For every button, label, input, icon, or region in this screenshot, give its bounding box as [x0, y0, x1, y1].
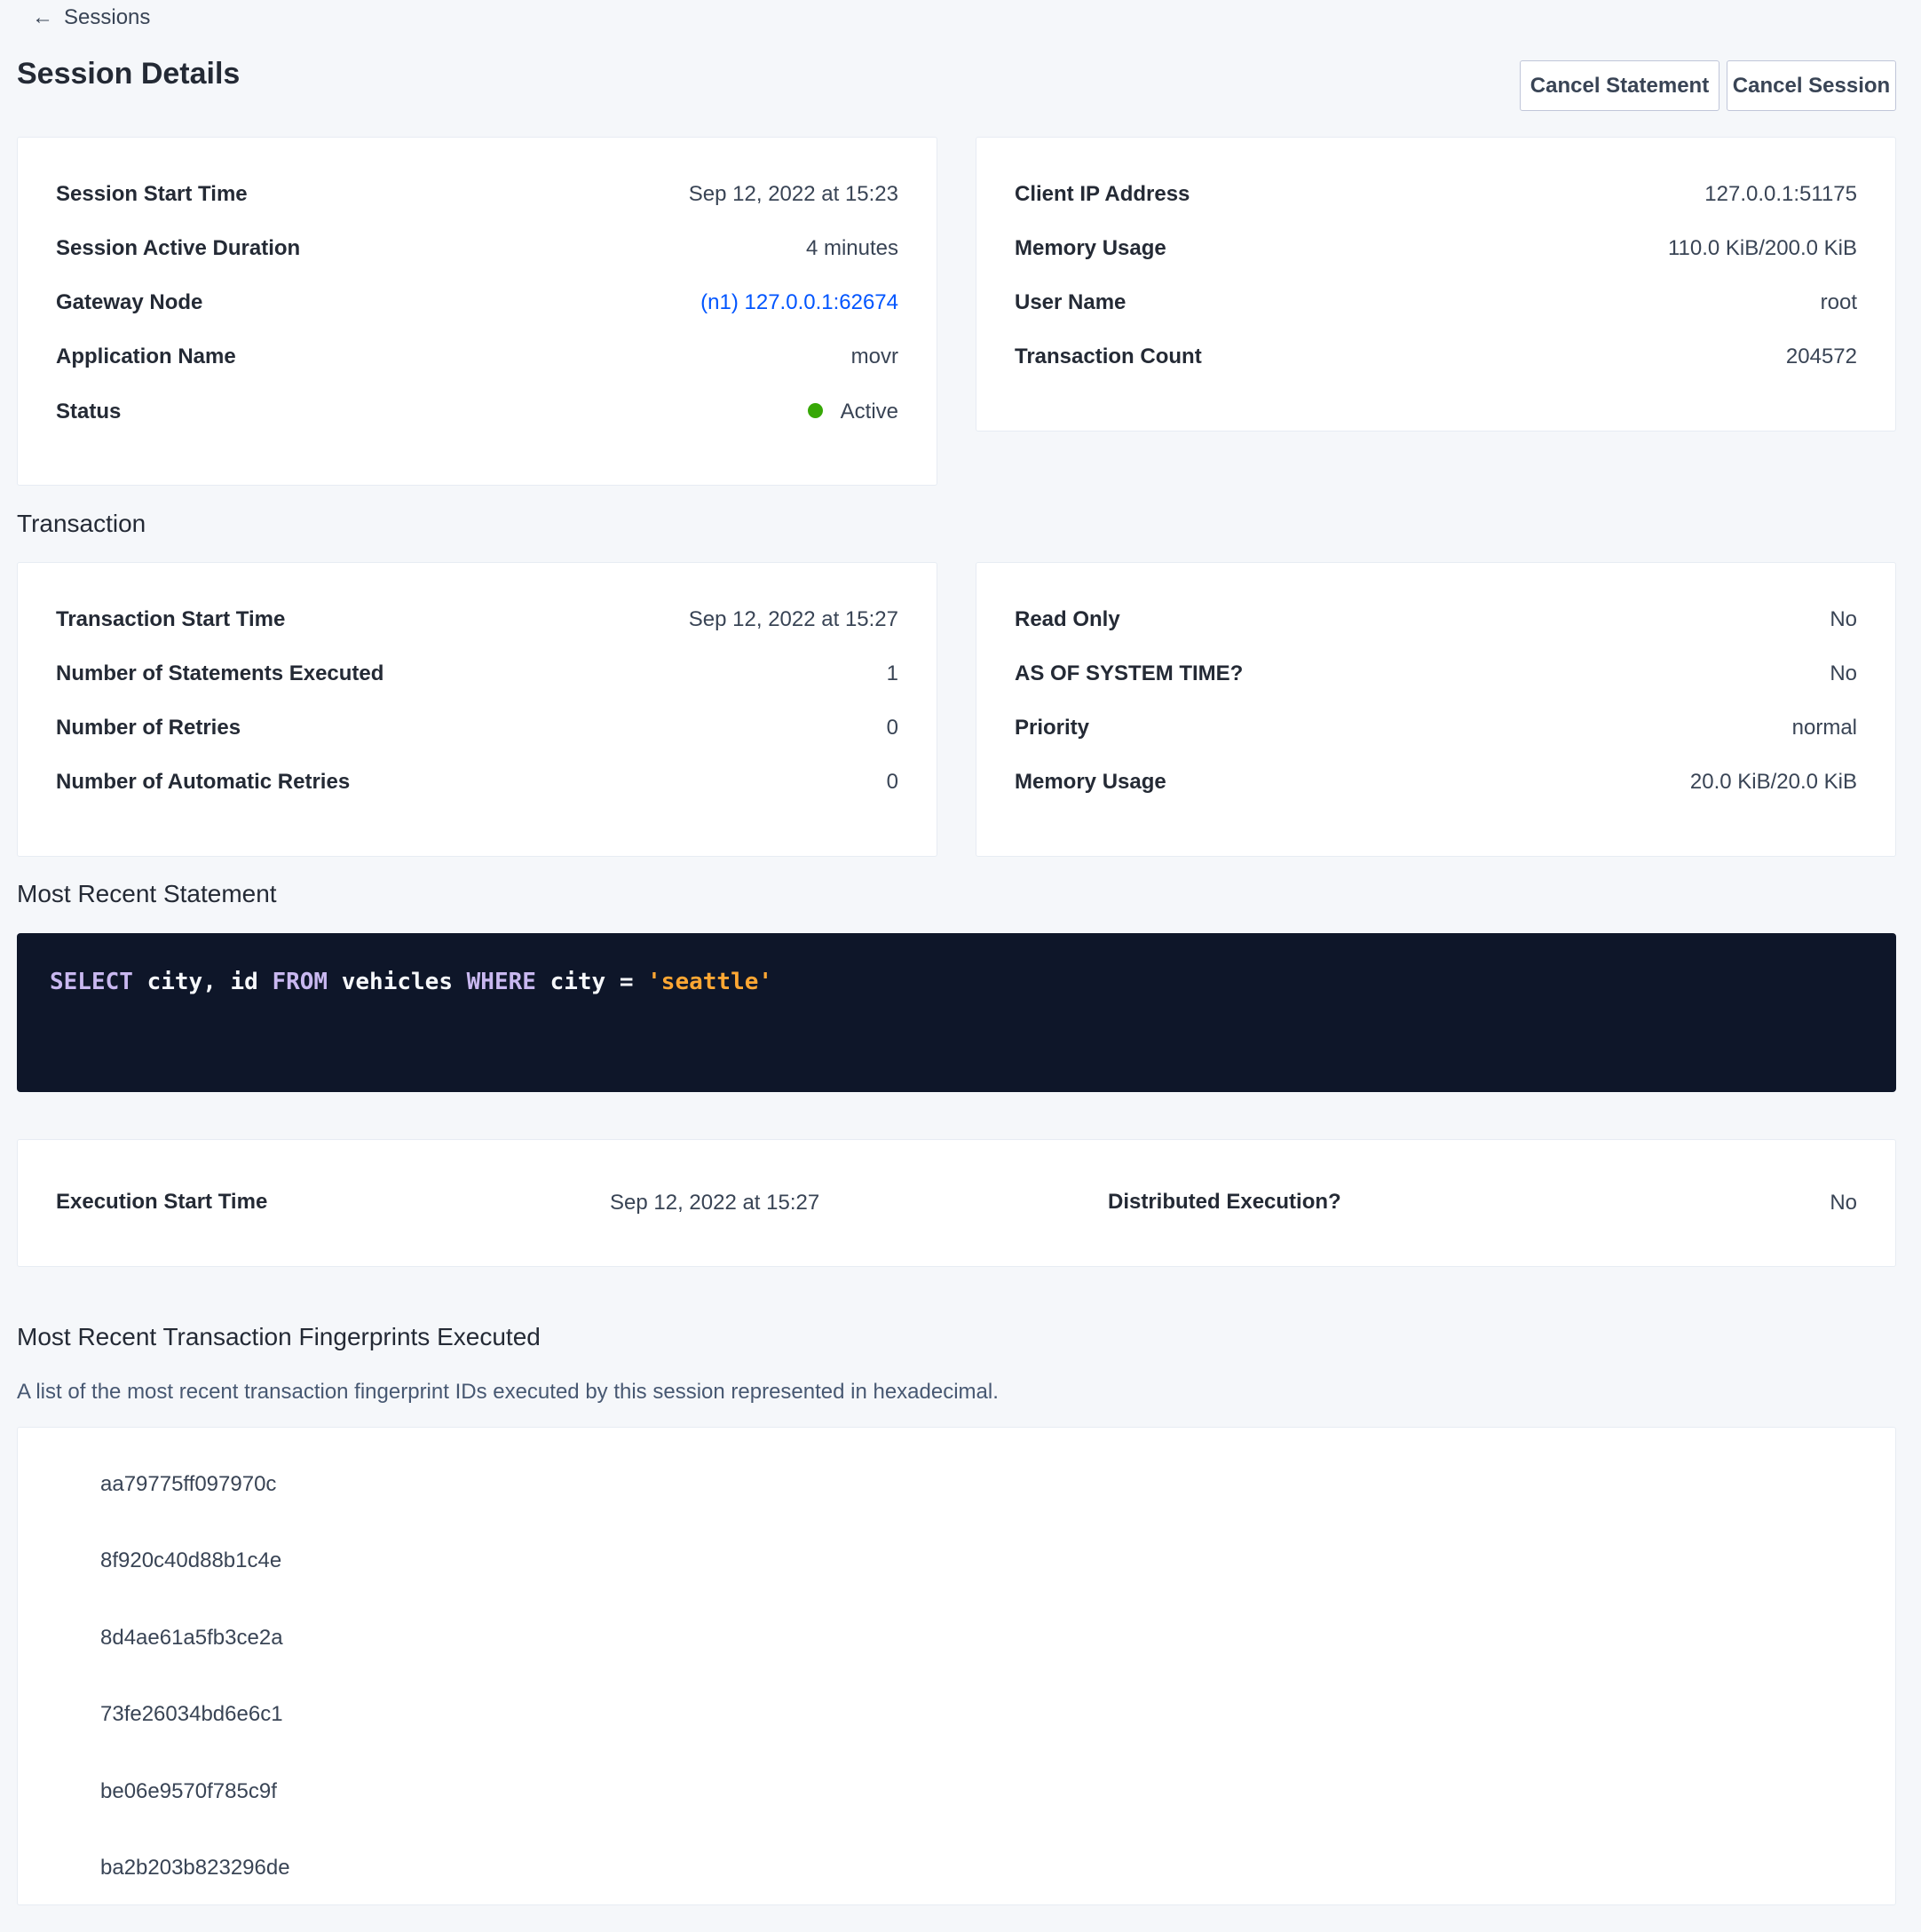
value: 1: [886, 661, 898, 685]
cancel-statement-button[interactable]: Cancel Statement: [1520, 60, 1719, 111]
label: Memory Usage: [1015, 770, 1166, 794]
label: Read Only: [1015, 607, 1120, 631]
fingerprint-item[interactable]: 8f920c40d88b1c4e: [100, 1548, 282, 1572]
session-info-card: Session Start Time Sep 12, 2022 at 15:23 …: [17, 137, 937, 486]
session-start-time-row: Session Start Time Sep 12, 2022 at 15:23: [56, 179, 898, 210]
gateway-node-row: Gateway Node (n1) 127.0.0.1:62674: [56, 288, 898, 318]
application-name-row: Application Name movr: [56, 342, 898, 372]
distributed-execution-label: Distributed Execution?: [1108, 1190, 1341, 1214]
transaction-start-time-row: Transaction Start Time Sep 12, 2022 at 15…: [56, 605, 898, 635]
priority-row: Priority normal: [1015, 713, 1857, 743]
transaction-card-left: Transaction Start Time Sep 12, 2022 at 15…: [17, 562, 937, 857]
label: Client IP Address: [1015, 182, 1190, 206]
value: Sep 12, 2022 at 15:27: [688, 607, 898, 631]
execution-info-card: Execution Start Time Sep 12, 2022 at 15:…: [17, 1139, 1896, 1267]
fingerprint-item[interactable]: 73fe26034bd6e6c1: [100, 1702, 283, 1726]
label: Memory Usage: [1015, 236, 1166, 260]
value: movr: [850, 344, 898, 368]
status-row: Status Active: [56, 397, 898, 427]
transaction-heading: Transaction: [17, 510, 146, 537]
fingerprints-description: A list of the most recent transaction fi…: [17, 1380, 999, 1404]
value: 127.0.0.1:51175: [1704, 182, 1857, 206]
sql-keyword: FROM: [272, 969, 328, 995]
sql-string: 'seattle': [647, 969, 773, 995]
txn-memory-usage-row: Memory Usage 20.0 KiB/20.0 KiB: [1015, 767, 1857, 797]
sql-text: city =: [535, 969, 648, 995]
distributed-execution-value: No: [1830, 1191, 1857, 1215]
value: normal: [1791, 716, 1857, 740]
label: Session Active Duration: [56, 236, 301, 260]
statements-executed-row: Number of Statements Executed 1: [56, 659, 898, 689]
sql-text: city, id: [132, 969, 273, 995]
value: 20.0 KiB/20.0 KiB: [1689, 770, 1857, 794]
label: Gateway Node: [56, 290, 203, 314]
value: 0: [886, 716, 898, 740]
execution-start-time-value: Sep 12, 2022 at 15:27: [610, 1191, 820, 1215]
value: 204572: [1785, 344, 1857, 368]
sql-keyword: SELECT: [50, 969, 133, 995]
label: Transaction Start Time: [56, 607, 286, 631]
value: 0: [886, 770, 898, 794]
sql-text: vehicles: [328, 969, 467, 995]
user-name-row: User Name root: [1015, 288, 1857, 318]
read-only-row: Read Only No: [1015, 605, 1857, 635]
value: Sep 12, 2022 at 15:23: [688, 182, 898, 206]
label: Application Name: [56, 344, 236, 368]
label: Number of Statements Executed: [56, 661, 384, 685]
label: Priority: [1015, 716, 1090, 740]
value: 4 minutes: [805, 236, 898, 260]
client-info-card: Client IP Address 127.0.0.1:51175 Memory …: [976, 137, 1896, 432]
client-ip-row: Client IP Address 127.0.0.1:51175: [1015, 179, 1857, 210]
cancel-session-button[interactable]: Cancel Session: [1727, 60, 1896, 111]
fingerprints-list: aa79775ff097970c 8f920c40d88b1c4e 8d4ae6…: [17, 1427, 1896, 1905]
arrow-left-icon: ←: [32, 5, 53, 29]
sql-keyword: WHERE: [466, 969, 536, 995]
label: Status: [56, 400, 122, 424]
transaction-card-right: Read Only No AS OF SYSTEM TIME? No Priorit…: [976, 562, 1896, 857]
label: Transaction Count: [1015, 344, 1202, 368]
execution-start-time-label: Execution Start Time: [56, 1190, 268, 1214]
fingerprints-heading: Most Recent Transaction Fingerprints Exe…: [17, 1323, 541, 1350]
status-text: Active: [840, 400, 898, 424]
back-label: Sessions: [64, 5, 151, 29]
session-active-duration-row: Session Active Duration 4 minutes: [56, 234, 898, 264]
label: AS OF SYSTEM TIME?: [1015, 661, 1244, 685]
value: No: [1830, 607, 1857, 631]
page-title: Session Details: [17, 57, 241, 91]
status-badge: Active: [807, 400, 898, 424]
sql-statement-code-block: SELECT city, id FROM vehicles WHERE city…: [17, 933, 1896, 1092]
memory-usage-row: Memory Usage 110.0 KiB/200.0 KiB: [1015, 234, 1857, 264]
most-recent-statement-heading: Most Recent Statement: [17, 880, 277, 907]
value: root: [1820, 290, 1857, 314]
retries-row: Number of Retries 0: [56, 713, 898, 743]
value: No: [1830, 661, 1857, 685]
label: User Name: [1015, 290, 1127, 314]
label: Session Start Time: [56, 182, 248, 206]
back-to-sessions-link[interactable]: ← Sessions: [32, 5, 150, 30]
fingerprint-item[interactable]: be06e9570f785c9f: [100, 1779, 277, 1803]
status-dot-icon: [807, 403, 823, 418]
automatic-retries-row: Number of Automatic Retries 0: [56, 767, 898, 797]
value: 110.0 KiB/200.0 KiB: [1667, 236, 1857, 260]
fingerprint-item[interactable]: aa79775ff097970c: [100, 1472, 277, 1496]
transaction-count-row: Transaction Count 204572: [1015, 342, 1857, 372]
gateway-node-link[interactable]: (n1) 127.0.0.1:62674: [700, 290, 898, 314]
label: Number of Automatic Retries: [56, 770, 351, 794]
fingerprint-item[interactable]: ba2b203b823296de: [100, 1856, 290, 1880]
as-of-system-time-row: AS OF SYSTEM TIME? No: [1015, 659, 1857, 689]
label: Number of Retries: [56, 716, 241, 740]
fingerprint-item[interactable]: 8d4ae61a5fb3ce2a: [100, 1626, 283, 1650]
